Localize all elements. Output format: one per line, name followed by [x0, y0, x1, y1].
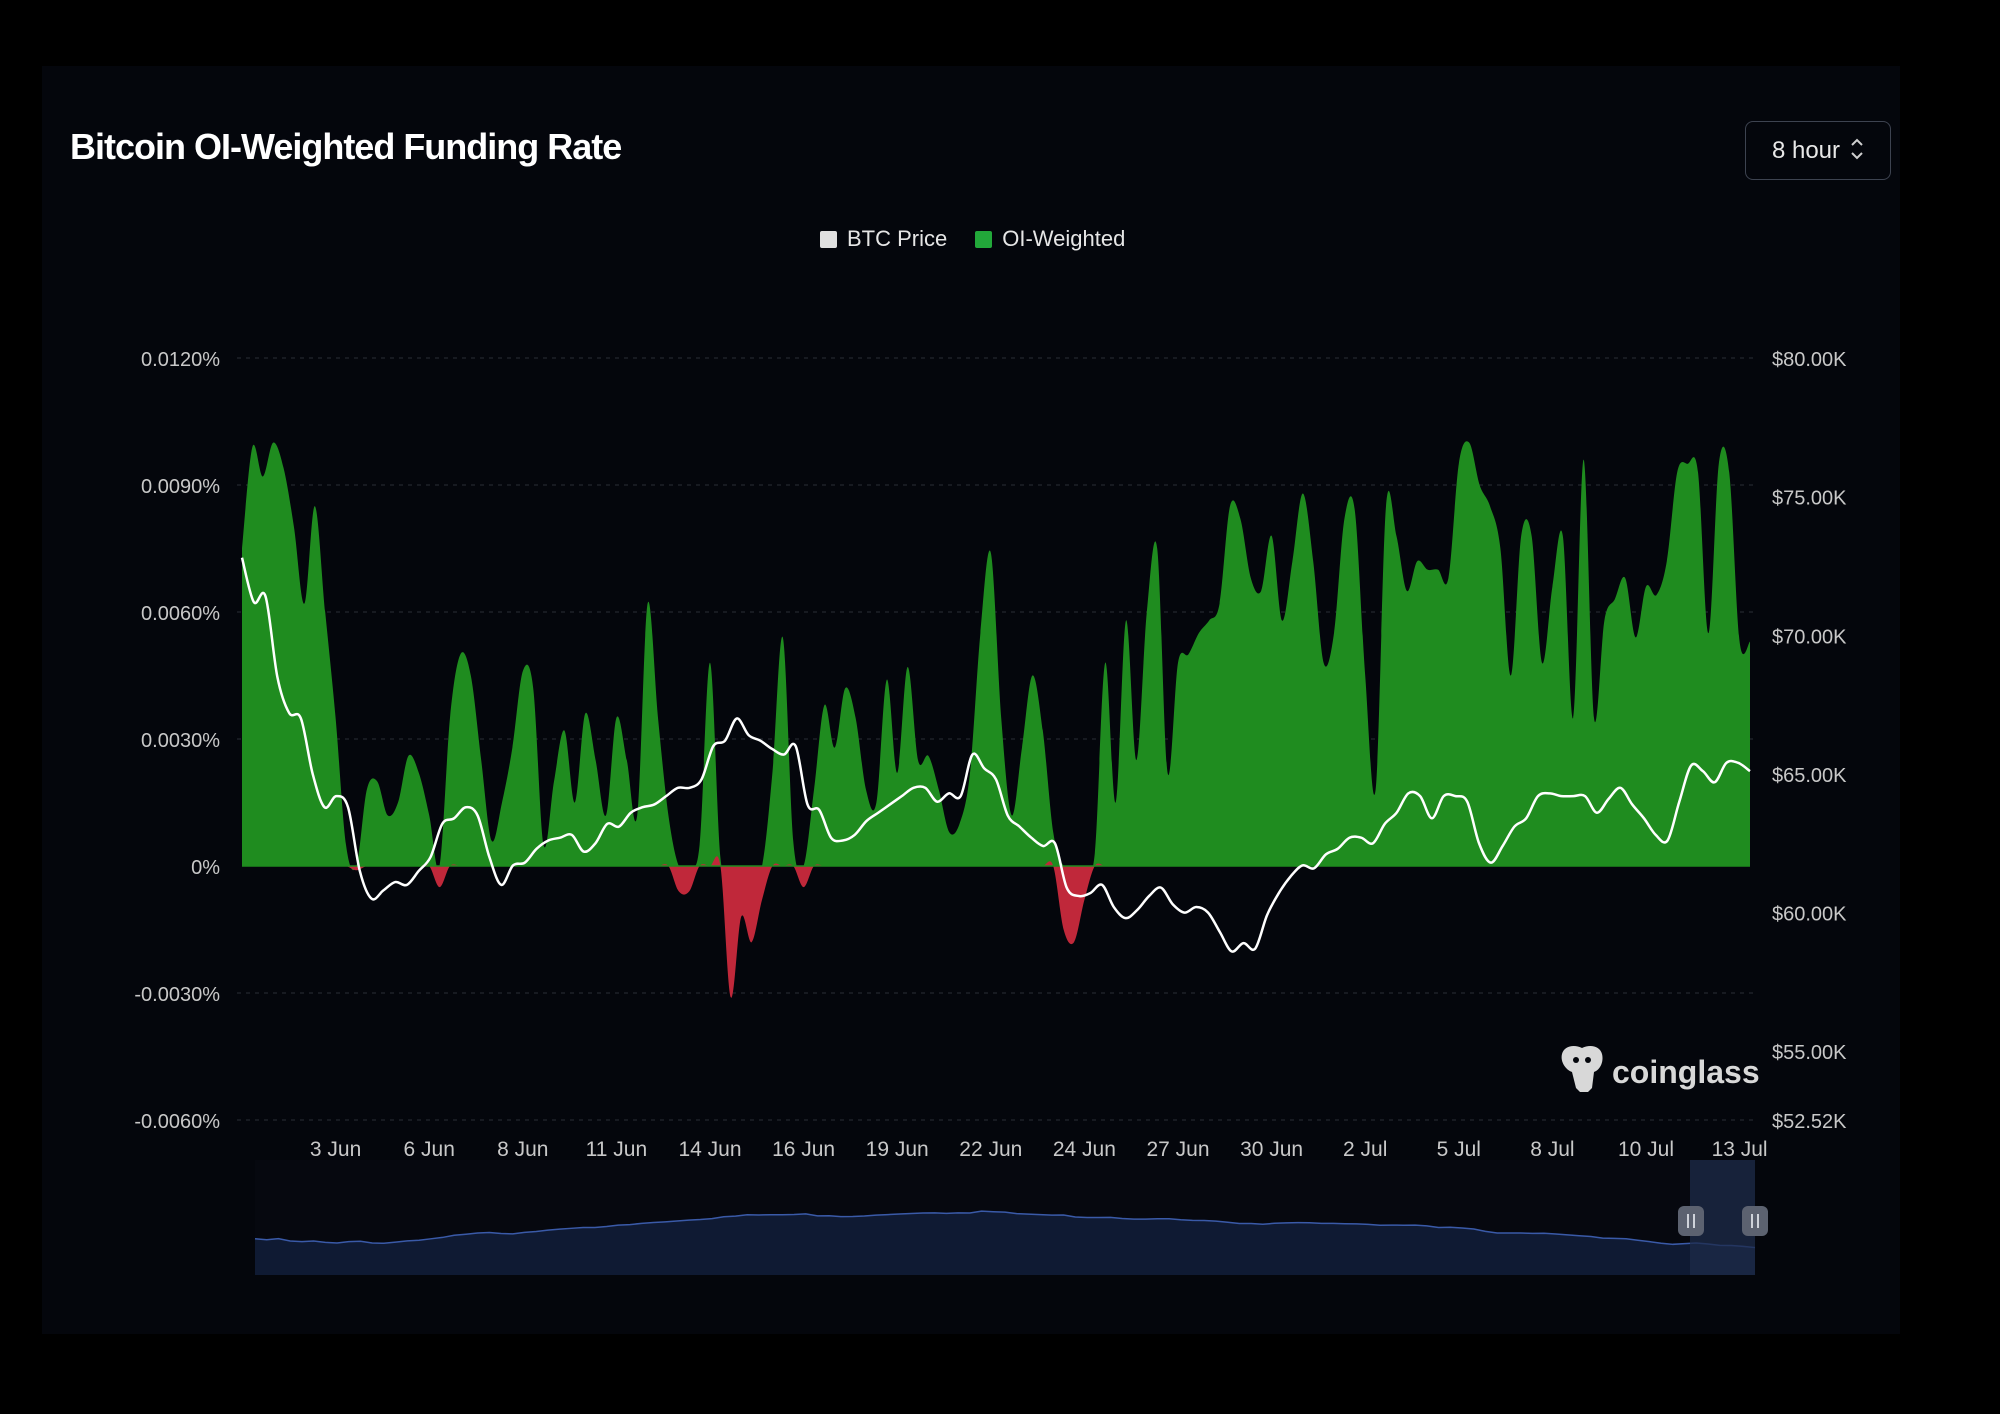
y-left-tick-label: 0.0090%	[141, 476, 220, 498]
legend-label: OI-Weighted	[1002, 226, 1126, 251]
y-left-tick-label: 0%	[191, 857, 220, 879]
y-left-tick-label: 0.0060%	[141, 603, 220, 625]
legend-swatch	[975, 230, 993, 248]
legend-item-oi-weighted[interactable]: OI-Weighted	[975, 226, 1125, 252]
y-left-tick-label: 0.0030%	[141, 730, 220, 752]
x-tick-label: 16 Jun	[772, 1138, 835, 1161]
legend-label: BTC Price	[847, 226, 948, 251]
x-tick-label: 14 Jun	[678, 1138, 741, 1161]
x-tick-label: 22 Jun	[959, 1138, 1022, 1161]
x-tick-label: 8 Jul	[1530, 1138, 1574, 1161]
oi-weighted-positive-area	[242, 441, 1750, 875]
y-right-tick-label: $70.00K	[1772, 626, 1847, 648]
legend-swatch	[820, 230, 837, 248]
y-left-tick-label: 0.0120%	[141, 349, 220, 371]
navigator[interactable]	[254, 1160, 1768, 1275]
y-left-tick-label: -0.0060%	[134, 1111, 220, 1133]
y-right-tick-label: $60.00K	[1772, 904, 1847, 926]
navigator-handle-right[interactable]	[1742, 1206, 1768, 1236]
x-tick-label: 2 Jul	[1343, 1138, 1387, 1161]
navigator-area	[255, 1211, 1755, 1275]
chevron-updown-icon	[1850, 136, 1864, 166]
coinglass-logo-icon	[1561, 1046, 1603, 1092]
y-right-tick-label: $52.52K	[1772, 1111, 1847, 1133]
y-right-tick-label: $55.00K	[1772, 1042, 1847, 1064]
coinglass-watermark: coinglass	[1561, 1046, 1760, 1092]
interval-select[interactable]: 8 hour	[1745, 121, 1891, 180]
x-tick-label: 6 Jun	[404, 1138, 455, 1161]
x-tick-label: 24 Jun	[1053, 1138, 1116, 1161]
x-tick-label: 5 Jul	[1437, 1138, 1481, 1161]
y-right-tick-label: $65.00K	[1772, 765, 1847, 787]
navigator-handle-left[interactable]	[1678, 1206, 1704, 1236]
oi-weighted-negative-area	[242, 856, 1750, 998]
x-tick-label: 13 Jul	[1712, 1138, 1768, 1161]
legend-item-btc-price[interactable]: BTC Price	[820, 226, 947, 252]
x-tick-label: 3 Jun	[310, 1138, 361, 1161]
x-tick-label: 30 Jun	[1240, 1138, 1303, 1161]
y-left-tick-label: -0.0030%	[134, 984, 220, 1006]
x-tick-label: 11 Jun	[586, 1138, 648, 1161]
chart-legend: BTC Price OI-Weighted	[820, 226, 1125, 252]
chart-title: Bitcoin OI-Weighted Funding Rate	[70, 126, 622, 167]
x-tick-label: 27 Jun	[1146, 1138, 1209, 1161]
btc-price-line	[240, 557, 1751, 953]
x-tick-label: 19 Jun	[866, 1138, 929, 1161]
navigator-line	[254, 1210, 1756, 1249]
x-tick-label: 8 Jun	[497, 1138, 548, 1161]
x-tick-label: 10 Jul	[1618, 1138, 1674, 1161]
interval-select-label: 8 hour	[1771, 136, 1841, 164]
y-right-tick-label: $75.00K	[1772, 488, 1847, 510]
watermark-text: coinglass	[1612, 1054, 1760, 1090]
y-right-tick-label: $80.00K	[1772, 349, 1847, 371]
